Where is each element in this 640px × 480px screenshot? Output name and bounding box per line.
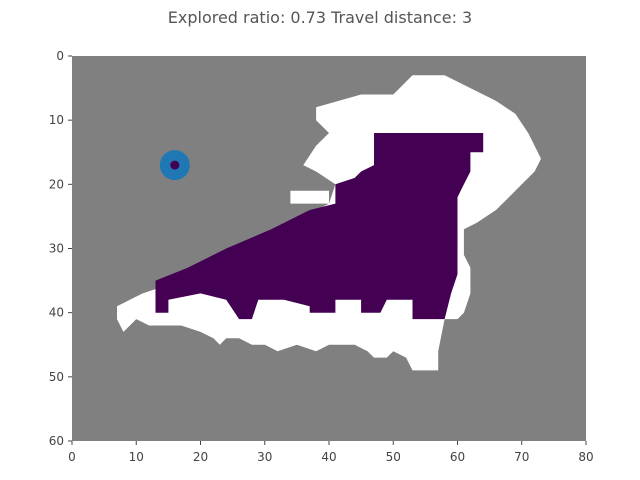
y-axis: 0 10 20 30 40 50 60: [49, 49, 72, 448]
y-tick-label: 30: [49, 242, 64, 256]
figure-title: Explored ratio: 0.73 Travel distance: 3: [168, 8, 472, 27]
y-tick-label: 50: [49, 370, 64, 384]
coverage-layer: [155, 133, 484, 320]
agent-layer: [159, 150, 190, 181]
x-tick-label: 80: [578, 450, 593, 464]
x-tick-label: 40: [321, 450, 336, 464]
y-tick-label: 10: [49, 113, 64, 127]
x-tick-label: 70: [514, 450, 529, 464]
x-tick-label: 30: [257, 450, 272, 464]
y-tick-label: 60: [49, 434, 64, 448]
agent-center: [170, 160, 180, 170]
coverage-region: [155, 133, 484, 320]
y-tick-label: 0: [56, 49, 64, 63]
x-tick-label: 20: [193, 450, 208, 464]
explored-region: [290, 190, 329, 204]
x-tick-label: 60: [450, 450, 465, 464]
occupancy-map: [72, 56, 586, 441]
y-tick-label: 40: [49, 306, 64, 320]
x-axis: 0 10 20 30 40 50 60 70 80: [68, 441, 594, 464]
x-tick-label: 10: [129, 450, 144, 464]
x-tick-label: 50: [386, 450, 401, 464]
y-tick-label: 20: [49, 177, 64, 191]
x-tick-label: 0: [68, 450, 76, 464]
